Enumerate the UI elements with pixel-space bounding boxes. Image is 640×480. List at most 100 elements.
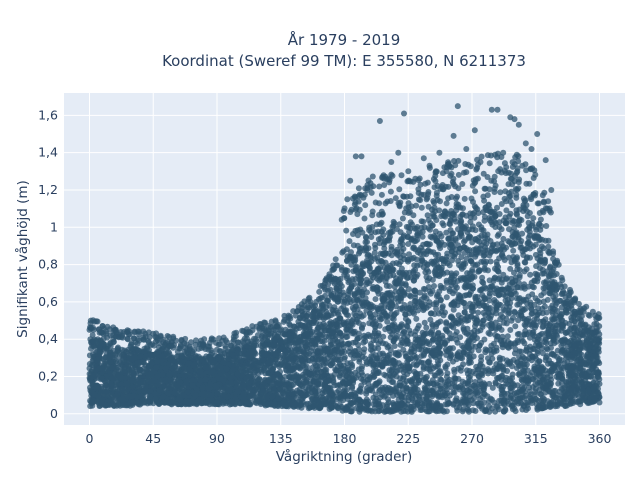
data-point — [475, 309, 482, 316]
data-point — [344, 333, 351, 340]
data-point — [426, 241, 433, 248]
data-point — [514, 262, 521, 269]
data-point — [508, 241, 515, 248]
data-point — [437, 296, 444, 303]
data-point — [347, 360, 354, 366]
data-point — [355, 346, 362, 353]
data-point — [527, 254, 533, 261]
data-point — [400, 373, 407, 380]
data-point — [406, 251, 412, 258]
data-point — [405, 286, 412, 293]
data-point — [539, 266, 546, 273]
data-point — [485, 202, 492, 209]
data-point — [422, 286, 429, 293]
data-point — [492, 408, 499, 415]
data-point — [385, 399, 392, 406]
data-point — [421, 319, 428, 326]
data-point — [375, 228, 382, 235]
data-point — [441, 408, 447, 415]
data-point — [481, 336, 488, 343]
data-point — [377, 250, 384, 257]
chart-title-line-2: Koordinat (Sweref 99 TM): E 355580, N 62… — [162, 52, 526, 70]
data-point — [490, 370, 497, 377]
data-point — [485, 330, 492, 336]
data-point — [538, 243, 545, 250]
data-point — [396, 269, 403, 276]
data-point — [437, 245, 444, 252]
data-point — [531, 277, 538, 284]
data-point — [430, 301, 437, 308]
data-point — [436, 368, 443, 375]
data-point — [455, 320, 462, 327]
data-point — [533, 226, 540, 233]
data-point — [397, 341, 404, 348]
data-point — [439, 304, 446, 311]
data-point — [413, 362, 420, 369]
data-point — [543, 278, 550, 285]
data-point — [341, 348, 348, 355]
data-point — [367, 310, 373, 317]
data-point — [422, 375, 429, 382]
data-point — [400, 252, 407, 259]
data-point — [405, 258, 411, 265]
data-point — [530, 215, 537, 222]
data-point — [562, 403, 569, 409]
data-point — [519, 230, 526, 237]
data-point — [368, 234, 375, 240]
data-point — [512, 323, 519, 330]
data-point — [523, 348, 530, 355]
data-point — [419, 329, 426, 336]
data-point — [540, 298, 547, 305]
data-point — [402, 350, 409, 357]
data-point — [539, 350, 546, 357]
data-point — [486, 398, 492, 405]
data-point — [413, 315, 420, 322]
data-point — [383, 282, 390, 289]
data-point — [500, 367, 507, 374]
data-point — [482, 408, 489, 414]
data-point — [515, 389, 522, 396]
data-point — [366, 224, 373, 231]
data-point — [355, 330, 362, 337]
data-point — [424, 330, 431, 337]
data-point — [337, 275, 344, 282]
data-point — [507, 265, 514, 272]
data-point — [423, 295, 430, 302]
data-point — [521, 268, 528, 275]
data-point — [479, 274, 486, 281]
data-point — [390, 316, 397, 323]
data-point — [437, 376, 444, 383]
data-point — [347, 351, 354, 358]
data-point — [514, 359, 521, 366]
data-point — [372, 296, 379, 303]
data-point — [375, 398, 382, 405]
data-point — [555, 380, 562, 387]
data-point — [427, 290, 434, 297]
data-point — [535, 342, 542, 349]
data-point — [450, 306, 457, 313]
data-point — [494, 204, 500, 211]
data-point — [380, 333, 387, 340]
chart-title-line-1: År 1979 - 2019 — [288, 30, 401, 49]
data-point — [519, 377, 526, 384]
data-point — [433, 305, 440, 312]
data-point — [384, 318, 391, 325]
data-point — [412, 298, 419, 305]
data-point — [520, 252, 527, 258]
data-point — [521, 340, 528, 347]
data-point — [536, 378, 543, 385]
data-point — [455, 312, 462, 319]
data-point — [391, 343, 398, 349]
data-point — [500, 271, 507, 278]
data-point — [396, 221, 403, 228]
data-point — [346, 256, 353, 263]
data-point — [494, 241, 501, 248]
data-point — [423, 324, 430, 331]
data-point — [489, 242, 496, 249]
data-point — [401, 329, 408, 336]
data-point — [466, 251, 473, 258]
data-point — [471, 327, 478, 334]
data-point — [507, 327, 514, 333]
data-point — [464, 370, 471, 377]
data-point — [498, 383, 505, 390]
